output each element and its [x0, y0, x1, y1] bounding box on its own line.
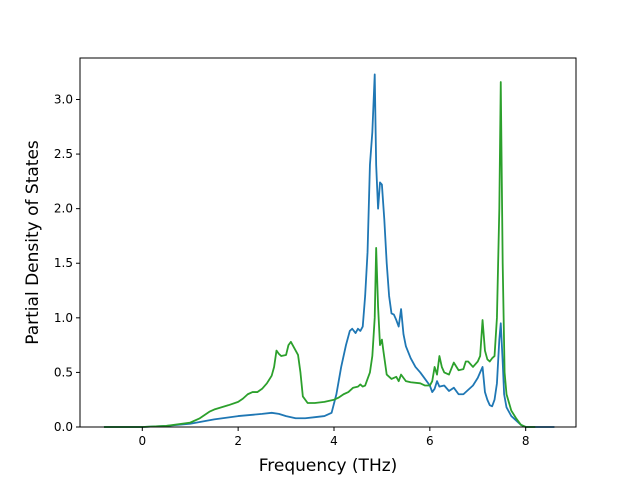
x-tick-label: 2 — [234, 434, 242, 448]
y-tick-label: 1.0 — [54, 311, 73, 325]
y-tick-label: 1.5 — [54, 256, 73, 270]
y-tick-label: 3.0 — [54, 92, 73, 106]
series-layer — [103, 73, 555, 428]
x-tick-label: 4 — [330, 434, 338, 448]
series-line-2 — [103, 81, 536, 428]
axes-frame — [79, 57, 577, 428]
y-tick-label: 2.0 — [54, 202, 73, 216]
series-line-1 — [103, 73, 555, 428]
x-tick-label: 8 — [522, 434, 530, 448]
y-axis-label: Partial Density of States — [23, 140, 43, 345]
x-tick-label: 6 — [426, 434, 434, 448]
y-tick-label: 0.5 — [54, 365, 73, 379]
x-axis-label: Frequency (THz) — [259, 456, 398, 476]
y-tick-label: 2.5 — [54, 147, 73, 161]
x-ticks: 0 2 4 6 8 — [138, 427, 530, 448]
x-tick-label: 0 — [138, 434, 146, 448]
y-ticks: 0.0 0.5 1.0 1.5 2.0 2.5 3.0 — [54, 92, 80, 434]
y-tick-label: 0.0 — [54, 420, 73, 434]
